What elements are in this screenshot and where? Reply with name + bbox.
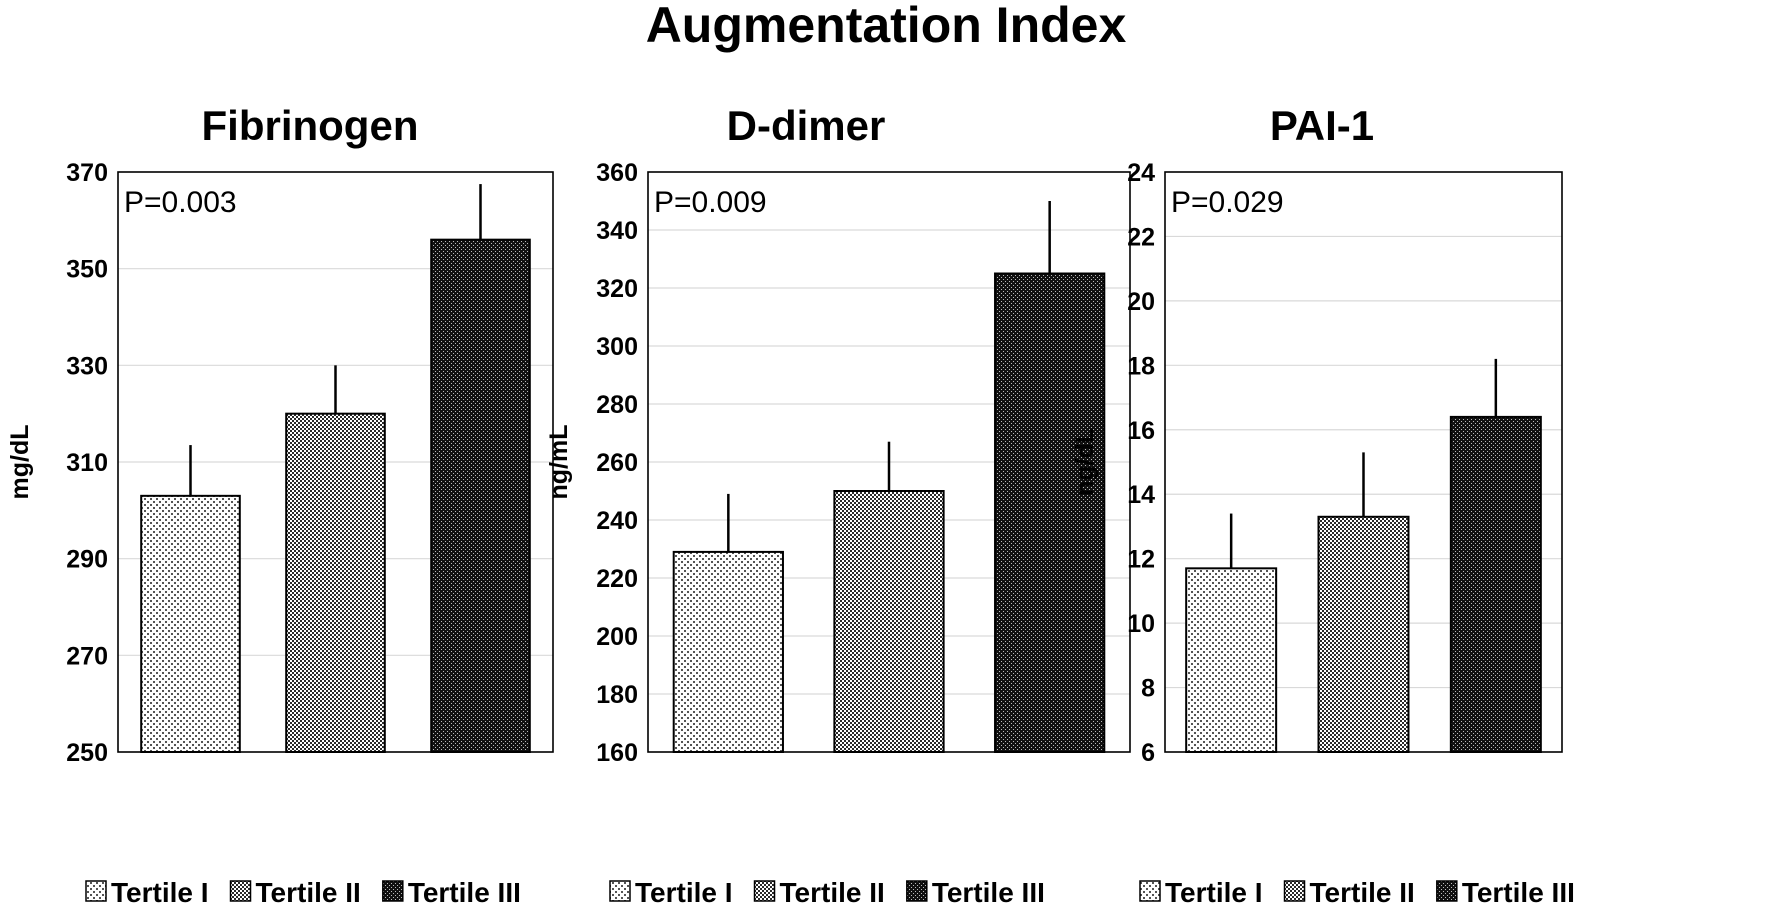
y-tick-label: 320 <box>596 275 638 303</box>
y-tick-label: 310 <box>66 449 108 477</box>
bar-3 <box>994 272 1106 753</box>
legend-swatch <box>1283 880 1306 902</box>
y-tick-label: 180 <box>596 681 638 709</box>
y-tick-label: 300 <box>596 333 638 361</box>
panel-title: PAI-1 <box>1270 102 1374 149</box>
p-value-annotation: P=0.003 <box>124 186 237 219</box>
legend-swatch <box>753 880 776 902</box>
legend-swatch <box>906 880 928 902</box>
p-value-annotation: P=0.029 <box>1171 186 1284 219</box>
legend: Tertile I Tertile II Tertile III <box>85 877 521 908</box>
y-tick-label: 8 <box>1141 675 1155 703</box>
panels: Fibrinogen 250 270 290 310 330 350 370 mg/dL P=0.… <box>6 102 1575 908</box>
bar-3 <box>1449 415 1542 753</box>
y-tick-label: 350 <box>66 256 108 284</box>
legend-swatch <box>1436 880 1458 902</box>
y-tick-label: 240 <box>596 507 638 535</box>
y-axis-label: mg/dL <box>6 425 34 500</box>
y-tick-label: 18 <box>1127 352 1155 380</box>
legend-label: Tertile III <box>408 877 521 908</box>
legend-swatch <box>1139 880 1161 902</box>
p-value-annotation: P=0.009 <box>654 186 767 219</box>
y-axis-label: ng/dL <box>1071 428 1099 496</box>
y-tick-label: 330 <box>66 352 108 380</box>
y-tick-label: 16 <box>1127 417 1155 445</box>
y-tick-label: 340 <box>596 217 638 245</box>
panel-title: Fibrinogen <box>202 102 419 149</box>
legend-label: Tertile II <box>780 877 885 908</box>
y-tick-label: 24 <box>1127 159 1155 187</box>
y-tick-label: 20 <box>1127 288 1155 316</box>
legend-label: Tertile III <box>1462 877 1575 908</box>
legend-label: Tertile II <box>1310 877 1415 908</box>
legend-swatch <box>609 880 631 902</box>
y-tick-label: 290 <box>66 546 108 574</box>
y-tick-label: 10 <box>1127 610 1155 638</box>
y-tick-label: 22 <box>1127 223 1155 251</box>
bar-1 <box>672 550 784 754</box>
bar-2 <box>285 412 386 753</box>
bar-1 <box>140 494 241 753</box>
y-tick-label: 160 <box>596 739 638 767</box>
legend: Tertile I Tertile II Tertile III <box>609 877 1045 908</box>
legend-label: Tertile I <box>1165 877 1263 908</box>
y-tick-label: 200 <box>596 623 638 651</box>
legend-label: Tertile I <box>111 877 209 908</box>
panel-title: D-dimer <box>727 102 886 149</box>
legend-label: Tertile II <box>256 877 361 908</box>
y-tick-label: 360 <box>596 159 638 187</box>
legend-label: Tertile III <box>932 877 1045 908</box>
y-tick-label: 270 <box>66 642 108 670</box>
y-tick-label: 280 <box>596 391 638 419</box>
legend: Tertile I Tertile II Tertile III <box>1139 877 1575 908</box>
bar-2 <box>833 490 945 753</box>
legend-swatch <box>229 880 252 902</box>
y-tick-label: 370 <box>66 159 108 187</box>
bar-3 <box>430 238 531 753</box>
bar-2 <box>1317 515 1410 753</box>
legend-swatch <box>382 880 404 902</box>
legend-label: Tertile I <box>635 877 733 908</box>
y-tick-label: 220 <box>596 565 638 593</box>
figure-title: Augmentation Index <box>646 0 1127 53</box>
y-axis-label: ng/mL <box>545 425 573 500</box>
legend-swatch <box>85 880 107 902</box>
chart-panel-3: PAI-1 6 8 10 12 14 16 18 20 22 24 ng/dL P=0.029 Terti… <box>1071 102 1575 908</box>
chart-panel-1: Fibrinogen 250 270 290 310 330 350 370 mg/dL P=0.… <box>6 102 554 908</box>
y-tick-label: 6 <box>1141 739 1155 767</box>
y-tick-label: 260 <box>596 449 638 477</box>
chart-panel-2: D-dimer 160 180 200 220 240 260 280 300 320 340 360… <box>545 102 1131 908</box>
y-tick-label: 14 <box>1127 481 1155 509</box>
bar-1 <box>1185 567 1278 753</box>
y-tick-label: 12 <box>1127 546 1155 574</box>
y-tick-label: 250 <box>66 739 108 767</box>
